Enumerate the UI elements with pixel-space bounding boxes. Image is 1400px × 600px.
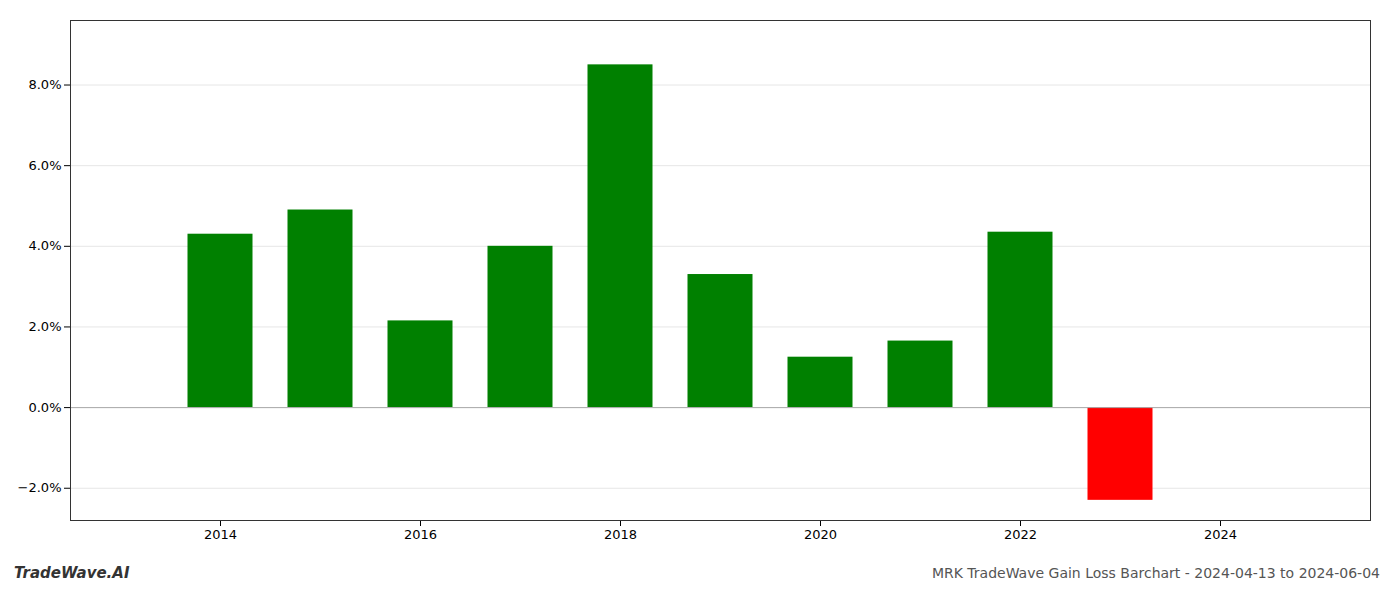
svg-text:6.0%: 6.0%	[28, 158, 61, 173]
svg-text:2020: 2020	[804, 527, 837, 542]
svg-text:8.0%: 8.0%	[28, 77, 61, 92]
svg-text:2018: 2018	[604, 527, 637, 542]
svg-text:2024: 2024	[1204, 527, 1237, 542]
svg-text:2016: 2016	[404, 527, 437, 542]
svg-text:2022: 2022	[1004, 527, 1037, 542]
html-text:TradeWave.AI: TradeWave.AI	[14, 564, 130, 582]
svg-text:2.0%: 2.0%	[28, 319, 61, 334]
html-text:MRK TradeWave Gain Loss Barcha: MRK TradeWave Gain Loss Barchart - 2024-…	[931, 565, 1380, 581]
svg-text:4.0%: 4.0%	[28, 238, 61, 253]
svg-text:2014: 2014	[204, 527, 237, 542]
svg-text:−2.0%: −2.0%	[18, 480, 62, 495]
svg-text:0.0%: 0.0%	[28, 400, 61, 415]
